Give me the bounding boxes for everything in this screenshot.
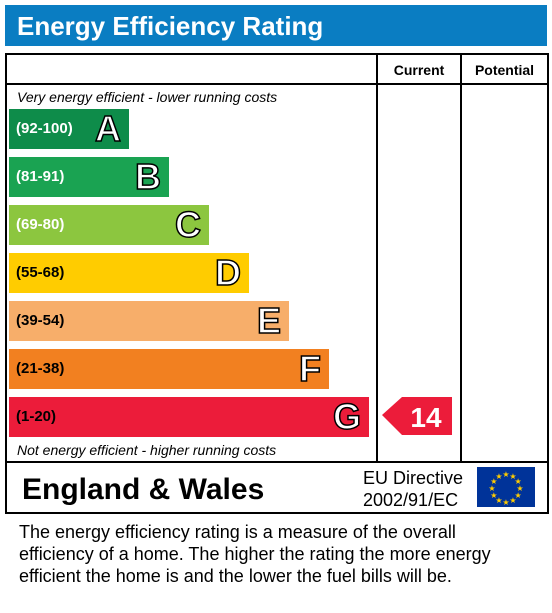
band-letter-label: G [332,396,362,438]
band-a: (92-100) A [9,108,129,150]
band-c: (69-80) C [9,204,209,246]
description-line-2: efficiency of a home. The higher the rat… [19,544,491,564]
country-label: England & Wales [22,473,265,506]
header-divider [7,83,547,85]
band-letter-label: D [214,252,242,294]
eu-directive: EU Directive 2002/91/EC [363,467,463,511]
band-range-label: (69-80) [16,216,65,233]
eu-star-icon: ★ [488,484,495,493]
band-b: (81-91) B [9,156,169,198]
directive-line-2: 2002/91/EC [363,490,459,510]
eu-flag-icon: ★ ★ ★ ★ ★ ★ ★ ★ ★ ★ ★ ★ [477,467,535,507]
rating-description: The energy efficiency rating is a measur… [19,521,539,587]
band-letter-label: C [174,204,202,246]
rating-table: Current Potential Very energy efficient … [5,53,549,514]
current-rating-marker: 14 [382,397,452,435]
band-letter-label: F [298,348,322,390]
eu-star-icon: ★ [490,477,497,486]
band-letter-label: B [134,156,162,198]
band-range-label: (55-68) [16,264,65,281]
eu-star-icon: ★ [515,477,522,486]
band-range-label: (92-100) [16,120,73,137]
footer-divider [7,461,547,463]
band-range-label: (39-54) [16,312,65,329]
eu-star-icon: ★ [502,498,509,507]
eu-star-icon: ★ [515,491,522,500]
eu-star-icon: ★ [495,472,502,481]
description-line-3: efficient the home is and the lower the … [19,566,452,586]
potential-column-header: Potential [474,62,535,78]
current-column-header: Current [393,62,445,78]
band-letter-label: A [94,108,122,150]
title-bar: Energy Efficiency Rating [5,5,547,46]
bottom-note: Not energy efficient - higher running co… [17,442,277,458]
band-range-label: (21-38) [16,360,65,377]
top-note: Very energy efficient - lower running co… [17,89,278,105]
column-divider-potential [460,55,462,463]
page-title: Energy Efficiency Rating [17,11,324,41]
band-range-label: (1-20) [16,408,57,425]
band-d: (55-68) D [9,252,249,294]
current-rating-arrow [382,397,452,435]
band-f: (21-38) F [9,348,329,390]
eu-star-icon: ★ [509,472,516,481]
band-g: (1-20) G [9,396,369,438]
column-divider-current [376,55,378,463]
current-rating-value: 14 [410,402,442,433]
eu-star-icon: ★ [516,484,523,493]
eu-star-icon: ★ [490,491,497,500]
eu-star-icon: ★ [509,496,516,505]
directive-line-1: EU Directive [363,468,464,488]
band-e: (39-54) E [9,300,289,342]
eu-star-icon: ★ [495,496,502,505]
band-letter-label: E [256,300,282,342]
description-line-1: The energy efficiency rating is a measur… [19,522,456,542]
band-range-label: (81-91) [16,168,65,185]
eu-star-icon: ★ [502,470,509,479]
